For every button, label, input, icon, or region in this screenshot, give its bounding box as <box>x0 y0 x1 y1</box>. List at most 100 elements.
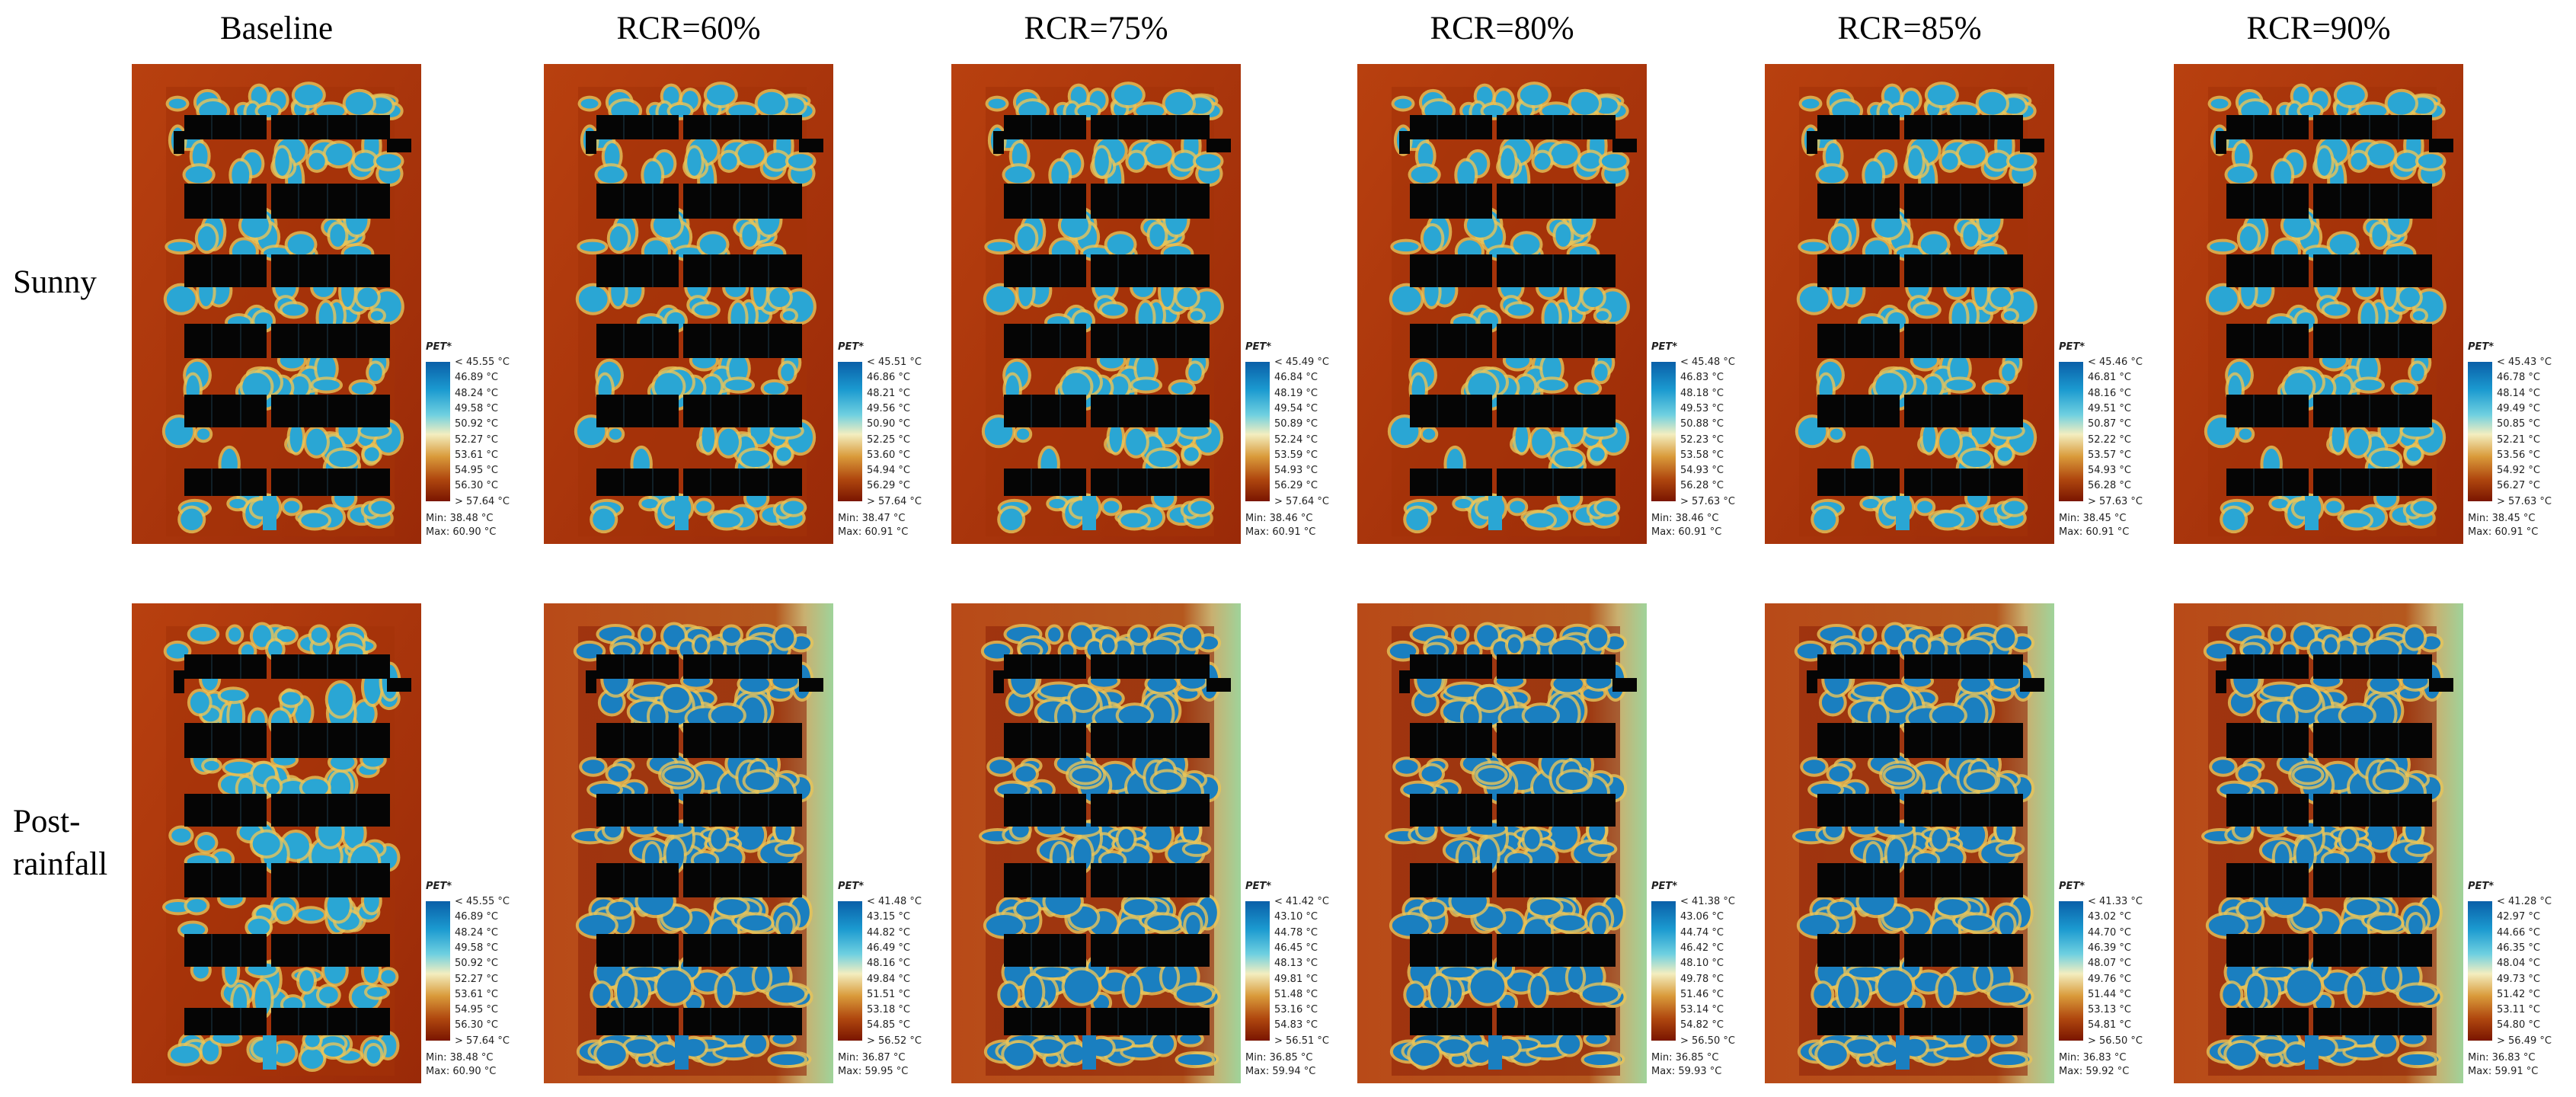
legend-title: PET* <box>838 341 865 353</box>
legend-label: 46.81 °C <box>2088 372 2131 384</box>
legend-min: Min: 38.46 °C <box>1245 513 1313 524</box>
legend-label: > 56.52 °C <box>867 1035 922 1047</box>
legend-label: 54.94 °C <box>867 465 910 477</box>
legend-label: 56.29 °C <box>867 480 910 492</box>
legend-min: Min: 38.48 °C <box>426 513 494 524</box>
legend-label: 50.85 °C <box>2497 418 2540 430</box>
legend-label: 48.21 °C <box>867 387 910 399</box>
legend-label: 48.24 °C <box>455 387 498 399</box>
legend-min: Min: 38.48 °C <box>426 1052 494 1063</box>
legend-label: 53.16 °C <box>1274 1004 1318 1016</box>
legend-min: Min: 36.85 °C <box>1651 1052 1719 1063</box>
legend-label: 48.14 °C <box>2497 387 2540 399</box>
legend-min: Min: 36.87 °C <box>838 1052 906 1063</box>
legend-label: 56.28 °C <box>1680 480 1724 492</box>
legend-label: 48.16 °C <box>2088 387 2131 399</box>
legend-min: Min: 36.85 °C <box>1245 1052 1313 1063</box>
legend-label: 48.10 °C <box>1680 958 1724 970</box>
legend-label: 51.48 °C <box>1274 988 1318 1000</box>
legend-label: 43.02 °C <box>2088 911 2131 923</box>
legend-label: 44.70 °C <box>2088 926 2131 939</box>
legend-max: Max: 59.93 °C <box>1651 1066 1722 1077</box>
legend-label: 50.92 °C <box>455 418 498 430</box>
legend-label: 46.45 °C <box>1274 942 1318 954</box>
heatmap <box>2174 64 2463 544</box>
legend-label: 54.83 °C <box>1274 1019 1318 1031</box>
legend-label: 46.49 °C <box>867 942 910 954</box>
legend-label: < 45.55 °C <box>455 357 510 368</box>
legend-label: 50.92 °C <box>455 958 498 970</box>
legend-label: > 57.64 °C <box>867 495 922 507</box>
legend-label: 49.78 °C <box>1680 973 1724 985</box>
legend-title: PET* <box>1245 881 1272 892</box>
legend-label: 53.11 °C <box>2497 1004 2540 1016</box>
legend-label: 49.54 °C <box>1274 402 1318 414</box>
color-bar <box>838 362 862 501</box>
legend-min: Min: 38.45 °C <box>2468 513 2536 524</box>
legend-label: > 57.64 °C <box>455 1035 510 1047</box>
legend-label: > 57.64 °C <box>1274 495 1329 507</box>
legend-title: PET* <box>838 881 865 892</box>
legend-label: 43.15 °C <box>867 911 910 923</box>
legend-label: 46.39 °C <box>2088 942 2131 954</box>
legend-label: 56.27 °C <box>2497 480 2540 492</box>
legend-label: 53.57 °C <box>2088 449 2131 461</box>
legend-label: 50.89 °C <box>1274 418 1318 430</box>
legend-label: < 45.46 °C <box>2088 357 2143 368</box>
legend-label: 46.42 °C <box>1680 942 1724 954</box>
legend-label: > 57.64 °C <box>455 495 510 507</box>
legend-label: < 41.38 °C <box>1680 896 1735 907</box>
legend-label: 52.27 °C <box>455 973 498 985</box>
legend-label: > 56.49 °C <box>2497 1035 2552 1047</box>
legend-label: 44.74 °C <box>1680 926 1724 939</box>
legend-max: Max: 59.95 °C <box>838 1066 909 1077</box>
legend-label: 48.24 °C <box>455 926 498 939</box>
legend-label: 52.22 °C <box>2088 433 2131 446</box>
legend-label: 54.85 °C <box>867 1019 910 1031</box>
legend-title: PET* <box>2468 881 2495 892</box>
color-bar <box>1651 901 1676 1041</box>
legend-label: 50.87 °C <box>2088 418 2131 430</box>
legend-min: Min: 36.83 °C <box>2468 1052 2536 1063</box>
legend-label: > 56.51 °C <box>1274 1035 1329 1047</box>
legend-label: 49.51 °C <box>2088 402 2131 414</box>
legend-label: 46.89 °C <box>455 911 498 923</box>
legend-label: 49.53 °C <box>1680 402 1724 414</box>
legend-label: 53.18 °C <box>867 1004 910 1016</box>
legend-title: PET* <box>1651 881 1678 892</box>
legend-label: 54.81 °C <box>2088 1019 2131 1031</box>
legend-label: 56.30 °C <box>455 1019 498 1031</box>
legend-label: 54.93 °C <box>1680 465 1724 477</box>
legend-label: 54.95 °C <box>455 1004 498 1016</box>
legend-label: 53.59 °C <box>1274 449 1318 461</box>
legend-label: 49.73 °C <box>2497 973 2540 985</box>
heatmap <box>1765 603 2054 1083</box>
legend-label: < 45.51 °C <box>867 357 922 368</box>
legend-min: Min: 38.46 °C <box>1651 513 1719 524</box>
legend-label: 49.58 °C <box>455 942 498 954</box>
legend-title: PET* <box>2059 341 2085 353</box>
legend-label: 44.66 °C <box>2497 926 2540 939</box>
color-bar <box>426 901 450 1041</box>
legend-title: PET* <box>2059 881 2085 892</box>
legend-min: Min: 36.83 °C <box>2059 1052 2127 1063</box>
legend-label: 54.82 °C <box>1680 1019 1724 1031</box>
legend-label: 52.21 °C <box>2497 433 2540 446</box>
legend-label: 51.51 °C <box>867 988 910 1000</box>
legend-label: 48.04 °C <box>2497 958 2540 970</box>
legend-min: Min: 38.47 °C <box>838 513 906 524</box>
row-label: Post- <box>13 804 81 840</box>
legend-label: 44.82 °C <box>867 926 910 939</box>
column-header: RCR=85% <box>1837 11 1982 46</box>
legend-max: Max: 60.91 °C <box>1651 526 1722 538</box>
legend-label: > 57.63 °C <box>2088 495 2143 507</box>
color-bar <box>2059 362 2083 501</box>
legend-label: 46.35 °C <box>2497 942 2540 954</box>
heatmap <box>544 64 833 544</box>
heatmap <box>132 64 421 544</box>
heatmap <box>1357 603 1647 1083</box>
color-bar <box>2468 362 2492 501</box>
legend-label: 43.10 °C <box>1274 911 1318 923</box>
legend-label: 53.13 °C <box>2088 1004 2131 1016</box>
